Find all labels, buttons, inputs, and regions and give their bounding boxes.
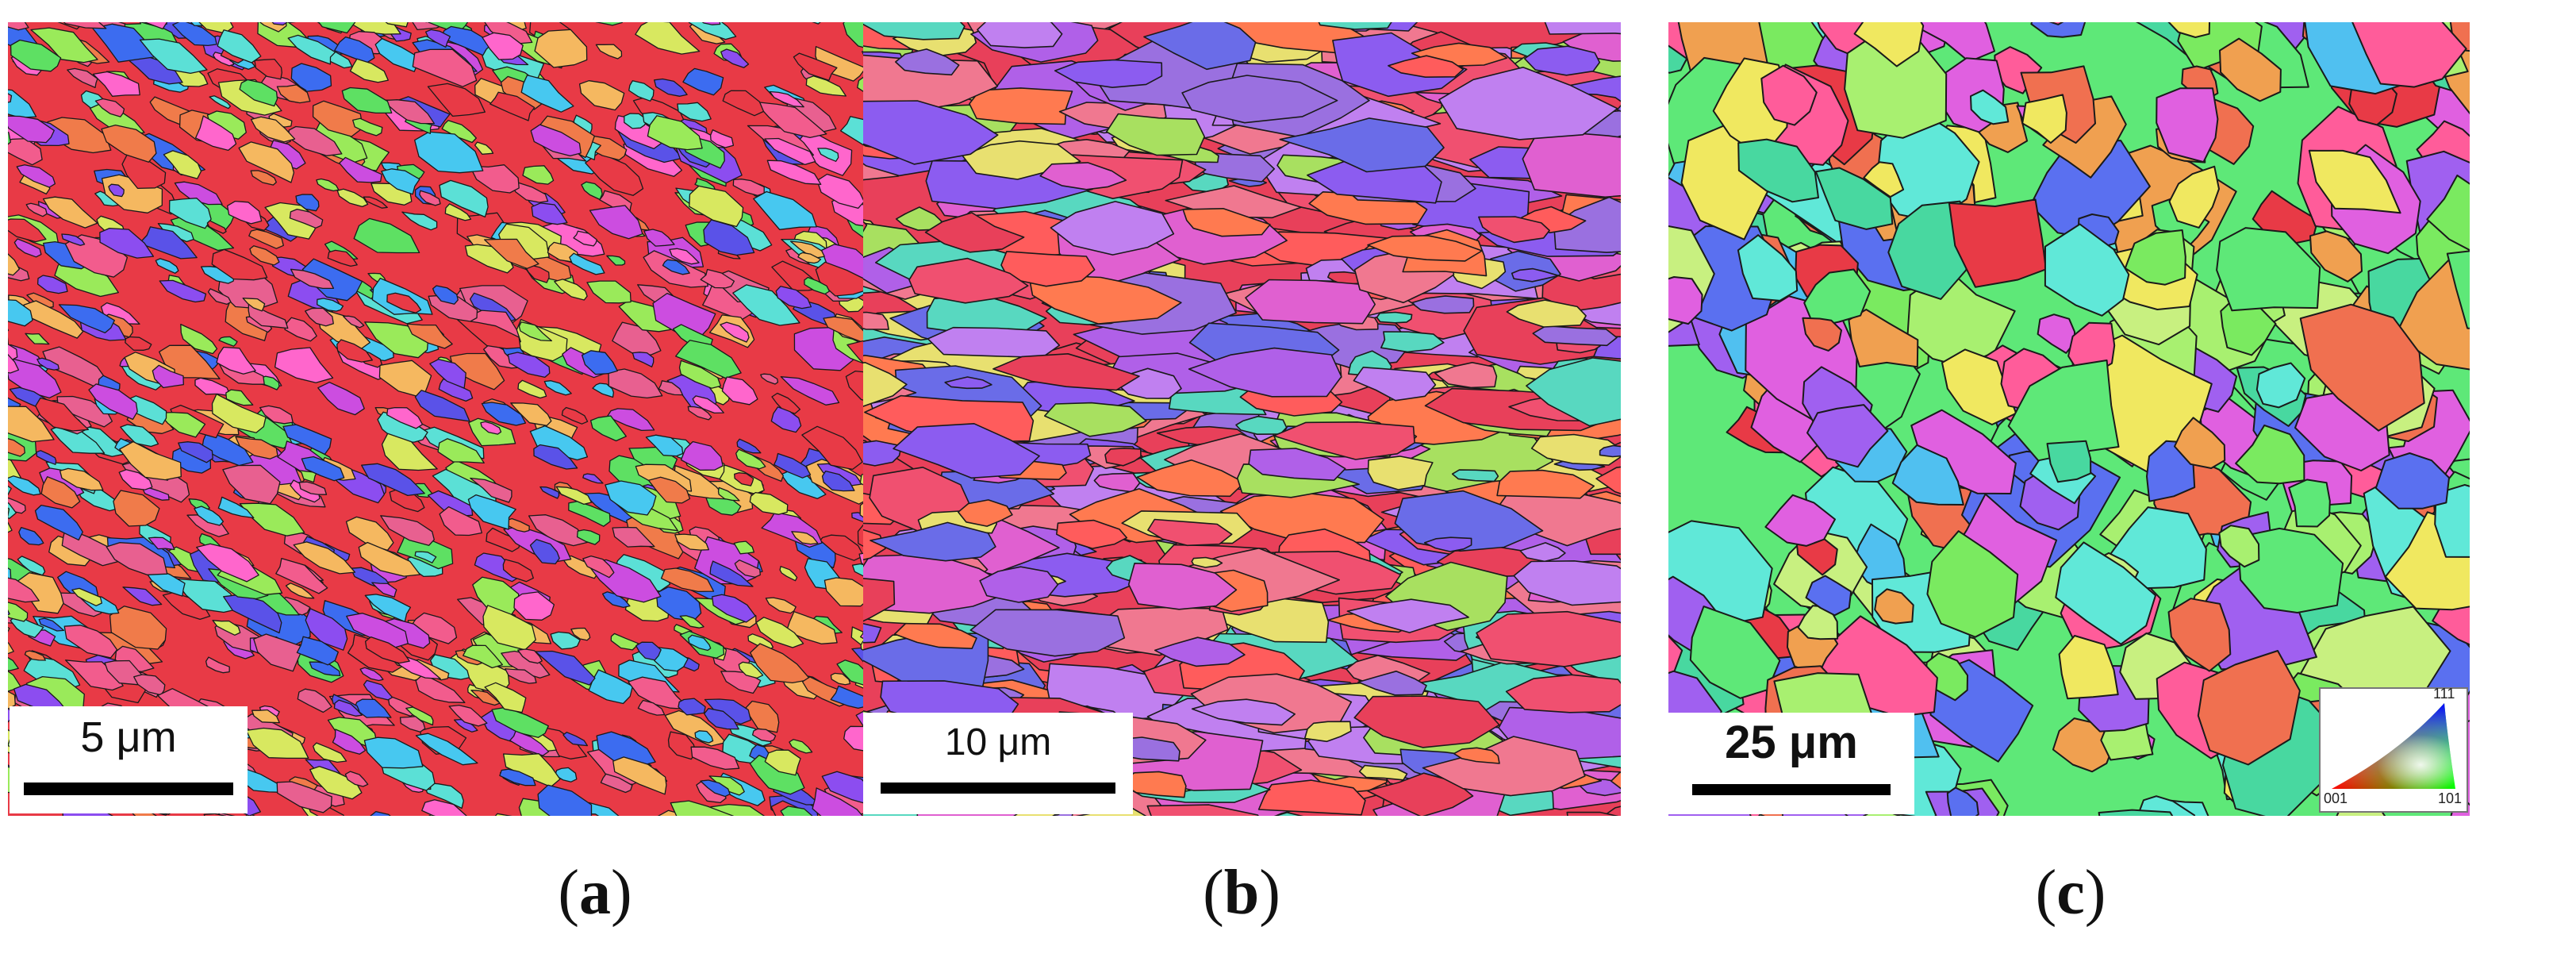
ipf-label-001: 001: [2324, 790, 2348, 806]
scale-bar-c: [1692, 784, 1891, 795]
scale-box-c: 25 μm: [1668, 713, 1914, 814]
caption-c: (c): [2035, 858, 2106, 928]
orientation-map-c: [1668, 22, 2470, 816]
scale-label-c: 25 μm: [1725, 717, 1858, 768]
scale-label-a: 5 μm: [80, 713, 177, 761]
ipf-label-111: 111: [2433, 686, 2455, 702]
ipf-triangle-icon: [2332, 703, 2455, 789]
ipf-color-key: 111 001 101: [2319, 686, 2468, 813]
ebsd-map-c: 25 μm 111 001: [1668, 22, 2470, 816]
scale-bar-b: [881, 783, 1115, 794]
orientation-map-b: [863, 22, 1621, 816]
scale-bar-a: [24, 783, 233, 795]
caption-b: (b): [1203, 858, 1280, 928]
scale-label-b: 10 μm: [944, 721, 1052, 763]
scale-box-a: 5 μm: [10, 706, 248, 813]
caption-a: (a): [558, 858, 632, 928]
ebsd-map-b: 10 μm: [863, 22, 1621, 816]
ipf-label-101: 101: [2438, 790, 2463, 806]
scale-box-b: 10 μm: [863, 713, 1133, 814]
